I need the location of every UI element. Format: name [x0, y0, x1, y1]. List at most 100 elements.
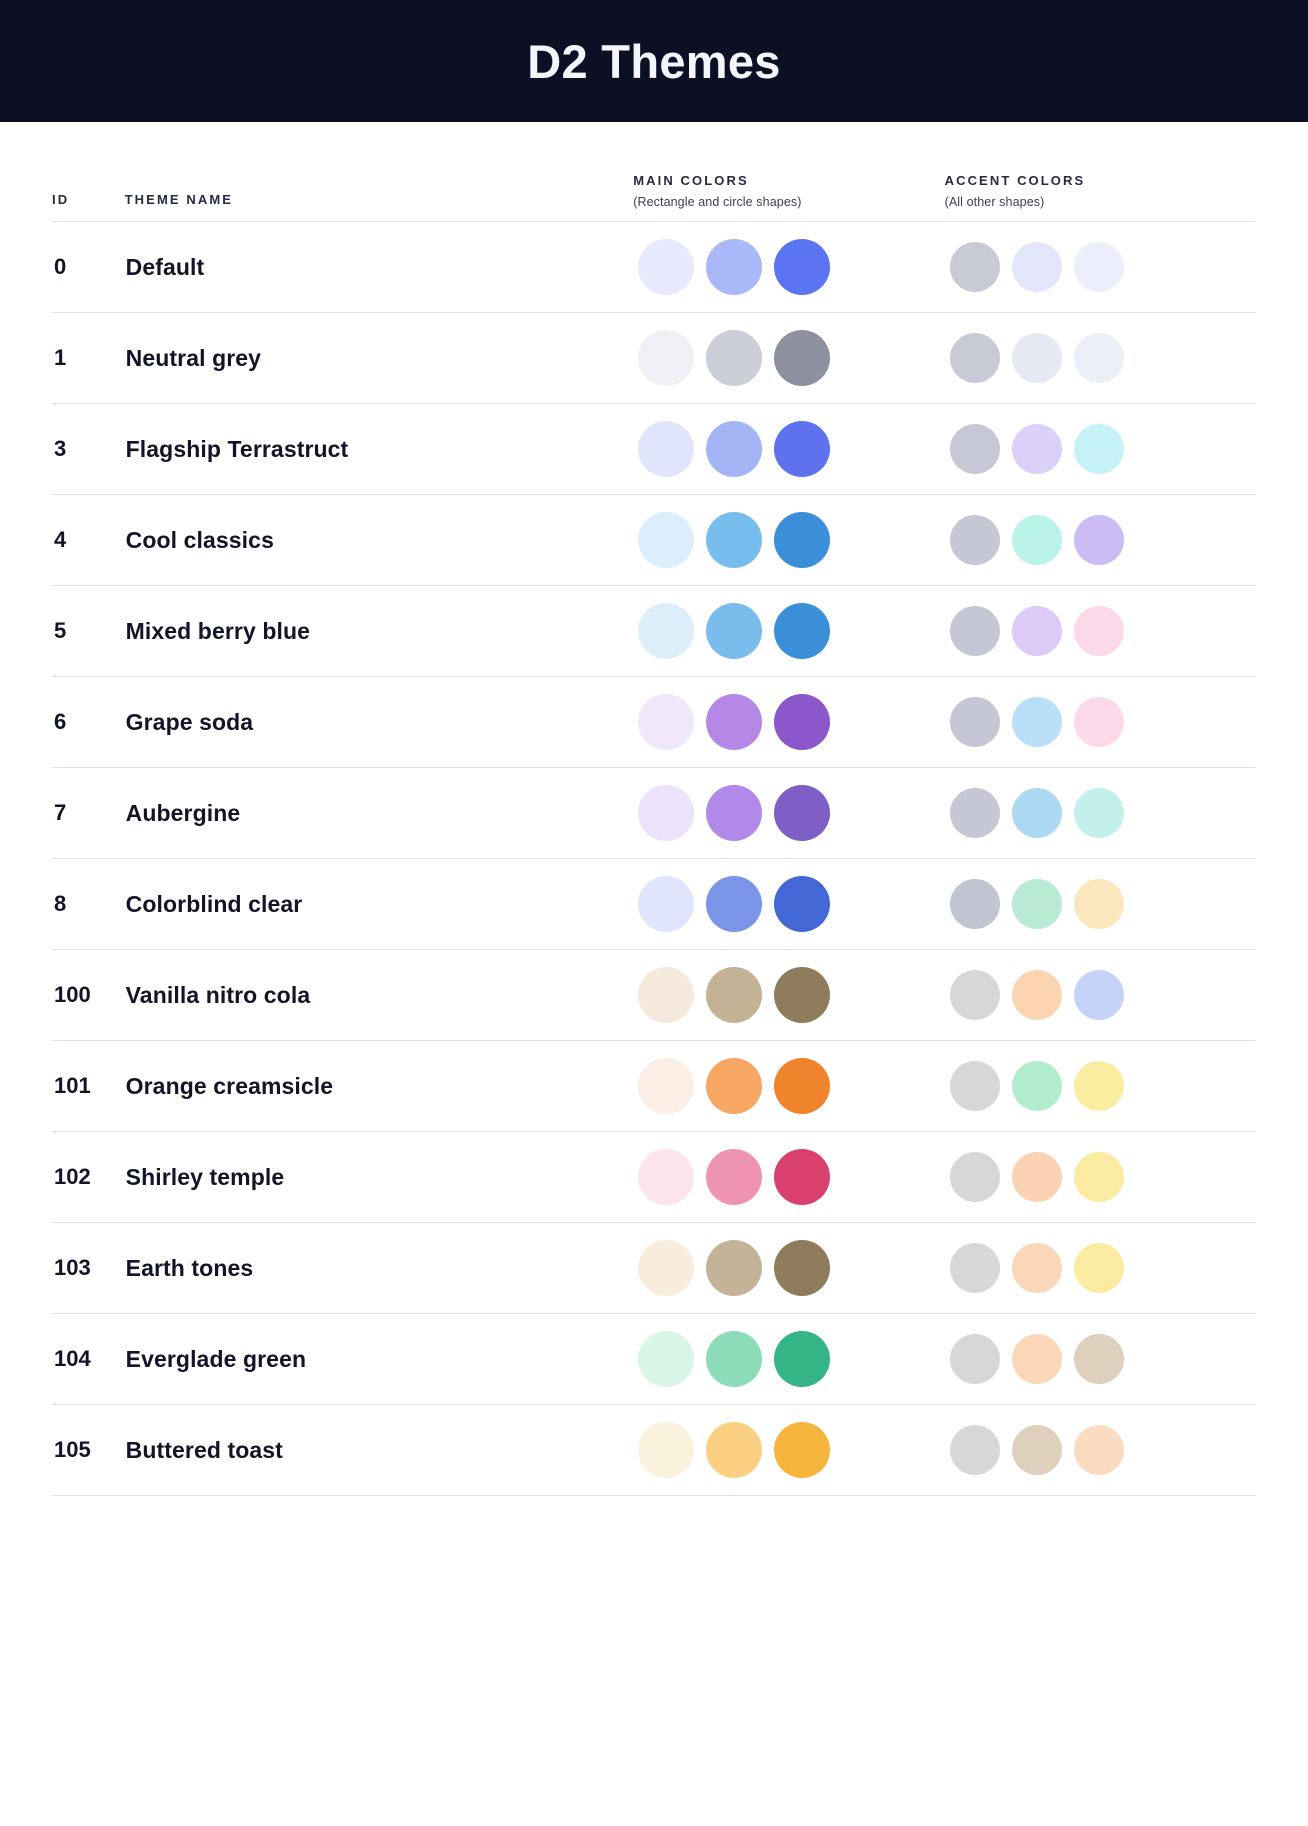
table-row[interactable]: 3 Flagship Terrastruct — [52, 403, 1256, 495]
accent-color-swatch — [1073, 697, 1124, 747]
accent-swatch-group — [946, 970, 1255, 1020]
main-color-swatch — [638, 421, 695, 477]
main-color-swatch — [774, 239, 831, 295]
main-color-swatch — [706, 967, 763, 1023]
main-color-swatch — [706, 876, 763, 932]
column-header-theme-name: THEME NAME — [124, 122, 634, 222]
accent-colors-cell — [944, 1222, 1256, 1314]
accent-color-swatch — [949, 788, 1000, 838]
column-header-id: ID — [52, 122, 125, 222]
accent-colors-cell — [944, 585, 1256, 677]
theme-id: 4 — [52, 494, 125, 586]
main-colors-cell — [633, 1313, 945, 1405]
main-colors-cell — [633, 1040, 945, 1132]
main-color-swatch — [774, 1240, 831, 1296]
table-row[interactable]: 104 Everglade green — [52, 1313, 1256, 1405]
table-row[interactable]: 4 Cool classics — [52, 494, 1256, 586]
accent-color-swatch — [1011, 424, 1062, 474]
accent-swatch-group — [946, 697, 1255, 747]
accent-color-swatch — [1073, 1425, 1124, 1475]
column-header-theme-name-label: THEME NAME — [124, 192, 234, 207]
main-colors-cell — [633, 403, 945, 495]
column-header-main-colors-sublabel: (Rectangle and circle shapes) — [633, 195, 802, 209]
table-body: 0 Default 1 Neutral grey 3 Flagship Terrastru… — [52, 221, 1256, 1496]
table-row[interactable]: 1 Neutral grey — [52, 312, 1256, 404]
theme-name: Buttered toast — [124, 1404, 634, 1496]
main-colors-cell — [633, 221, 945, 313]
main-swatch-group — [634, 876, 943, 932]
accent-color-swatch — [1073, 515, 1124, 565]
accent-color-swatch — [1073, 879, 1124, 929]
accent-color-swatch — [1073, 333, 1124, 383]
column-header-id-label: ID — [52, 192, 70, 207]
main-color-swatch — [638, 1331, 695, 1387]
main-swatch-group — [634, 1422, 943, 1478]
table-row[interactable]: 100 Vanilla nitro cola — [52, 949, 1256, 1041]
column-header-accent-colors-label: ACCENT COLORS — [944, 173, 1086, 188]
accent-swatch-group — [946, 1243, 1255, 1293]
main-swatch-group — [634, 967, 943, 1023]
theme-name: Cool classics — [124, 494, 634, 586]
theme-name: Vanilla nitro cola — [124, 949, 634, 1041]
table-row[interactable]: 6 Grape soda — [52, 676, 1256, 768]
table-row[interactable]: 5 Mixed berry blue — [52, 585, 1256, 677]
accent-color-swatch — [1073, 788, 1124, 838]
theme-id: 100 — [52, 949, 125, 1041]
main-colors-cell — [633, 585, 945, 677]
accent-color-swatch — [1073, 970, 1124, 1020]
theme-name: Grape soda — [124, 676, 634, 768]
accent-swatch-group — [946, 1061, 1255, 1111]
accent-color-swatch — [1011, 1425, 1062, 1475]
main-color-swatch — [774, 603, 831, 659]
accent-color-swatch — [1073, 606, 1124, 656]
accent-color-swatch — [1011, 788, 1062, 838]
main-colors-cell — [633, 858, 945, 950]
accent-colors-cell — [944, 858, 1256, 950]
main-swatch-group — [634, 330, 943, 386]
main-swatch-group — [634, 785, 943, 841]
column-header-main-colors: MAIN COLORS (Rectangle and circle shapes… — [633, 122, 945, 222]
table-row[interactable]: 7 Aubergine — [52, 767, 1256, 859]
table-header: ID THEME NAME MAIN COLORS (Rectangle and… — [52, 122, 1256, 222]
main-color-swatch — [774, 330, 831, 386]
page-banner: D2 Themes — [0, 0, 1308, 122]
table-row[interactable]: 105 Buttered toast — [52, 1404, 1256, 1496]
main-color-swatch — [638, 785, 695, 841]
main-color-swatch — [706, 239, 763, 295]
theme-id: 102 — [52, 1131, 125, 1223]
table-row[interactable]: 8 Colorblind clear — [52, 858, 1256, 950]
accent-colors-cell — [944, 494, 1256, 586]
theme-id: 5 — [52, 585, 125, 677]
table-row[interactable]: 103 Earth tones — [52, 1222, 1256, 1314]
accent-swatch-group — [946, 1334, 1255, 1384]
column-header-main-colors-label: MAIN COLORS — [633, 173, 749, 188]
theme-id: 101 — [52, 1040, 125, 1132]
accent-color-swatch — [949, 697, 1000, 747]
accent-color-swatch — [1011, 697, 1062, 747]
main-color-swatch — [706, 512, 763, 568]
table-row[interactable]: 0 Default — [52, 221, 1256, 313]
accent-colors-cell — [944, 1404, 1256, 1496]
main-swatch-group — [634, 1331, 943, 1387]
main-color-swatch — [774, 512, 831, 568]
main-color-swatch — [638, 694, 695, 750]
main-color-swatch — [638, 330, 695, 386]
accent-color-swatch — [1073, 1334, 1124, 1384]
main-color-swatch — [638, 239, 695, 295]
accent-colors-cell — [944, 676, 1256, 768]
accent-color-swatch — [1011, 333, 1062, 383]
accent-swatch-group — [946, 1152, 1255, 1202]
theme-id: 104 — [52, 1313, 125, 1405]
main-color-swatch — [774, 421, 831, 477]
table-row[interactable]: 102 Shirley temple — [52, 1131, 1256, 1223]
accent-color-swatch — [1011, 1334, 1062, 1384]
main-color-swatch — [706, 421, 763, 477]
main-color-swatch — [706, 1331, 763, 1387]
table-row[interactable]: 101 Orange creamsicle — [52, 1040, 1256, 1132]
main-color-swatch — [638, 1058, 695, 1114]
theme-id: 1 — [52, 312, 125, 404]
main-color-swatch — [706, 1058, 763, 1114]
main-colors-cell — [633, 1131, 945, 1223]
themes-table-container: ID THEME NAME MAIN COLORS (Rectangle and… — [0, 122, 1308, 1496]
page-title: D2 Themes — [527, 34, 781, 88]
